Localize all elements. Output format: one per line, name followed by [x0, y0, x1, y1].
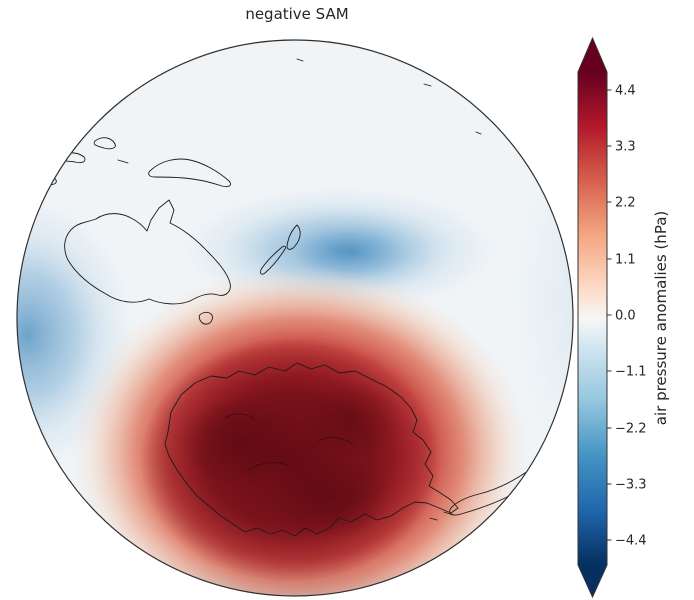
colorbar-axis-label: air pressure anomalies (hPa): [652, 211, 670, 425]
tick-label: 3.3: [615, 140, 636, 155]
south-island-outline: [260, 245, 287, 275]
tick-label: 1.1: [615, 253, 636, 268]
ice-shelf-line: [224, 413, 255, 420]
positive-anomaly-dark-patch-east: [302, 380, 402, 460]
island-outline: [475, 131, 482, 135]
antarctica-interior-lines: [224, 413, 354, 471]
tick-label: 0.0: [615, 309, 636, 324]
coastline-small-pacific-islands: [296, 58, 482, 135]
ice-shelf-line: [317, 437, 354, 446]
tick-label: 4.4: [615, 84, 636, 99]
island-outline: [296, 58, 304, 62]
colorbar-arrow-bottom: [578, 565, 607, 597]
colorbar-tick: −3.3: [607, 478, 647, 493]
island-outline: [63, 112, 91, 131]
coastline-new-zealand: [260, 224, 301, 275]
coastline-tasmania: [198, 311, 213, 325]
colorbar-tick: 1.1: [607, 253, 636, 268]
coastline-australia: [64, 199, 231, 305]
tick-label: −4.4: [615, 534, 647, 549]
negative-anomaly-right-limb: [515, 130, 573, 470]
island-outline: [429, 517, 438, 521]
ice-shelf-line: [247, 462, 290, 471]
colorbar: 4.4 3.3 2.2 1.1 0.0: [577, 36, 670, 599]
island-outline: [117, 159, 129, 164]
tick-label: −1.1: [615, 365, 647, 380]
positive-anomaly-dark-patch-west: [180, 396, 296, 488]
north-island-outline: [286, 224, 301, 250]
colorbar-ticks: 4.4 3.3 2.2 1.1 0.0: [607, 84, 647, 549]
colorbar-tick: 0.0: [607, 309, 636, 324]
colorbar-tick: −2.2: [607, 422, 647, 437]
island-outline: [443, 511, 454, 516]
colorbar-tick: −1.1: [607, 365, 647, 380]
colorbar-frame: [577, 36, 608, 599]
island-outline: [423, 83, 432, 87]
globe-outline: [16, 39, 574, 597]
island-outline: [93, 137, 116, 150]
coastline-new-guinea: [148, 158, 232, 188]
tick-label: 2.2: [615, 196, 636, 211]
colorbar-arrow-top: [578, 38, 607, 72]
colorbar-tick: 2.2: [607, 196, 636, 211]
tick-label: −3.3: [615, 478, 647, 493]
positive-anomaly-dark-patch-south: [268, 456, 392, 540]
tick-label: −2.2: [615, 422, 647, 437]
colorbar-tick: 4.4: [607, 84, 636, 99]
colorbar-gradient: [578, 72, 607, 565]
globe-map: [17, 40, 573, 596]
colorbar-tick: 3.3: [607, 140, 636, 155]
figure-title: negative SAM: [245, 5, 348, 23]
colorbar-tick: −4.4: [607, 534, 647, 549]
coastline-antarctica: [164, 362, 459, 537]
